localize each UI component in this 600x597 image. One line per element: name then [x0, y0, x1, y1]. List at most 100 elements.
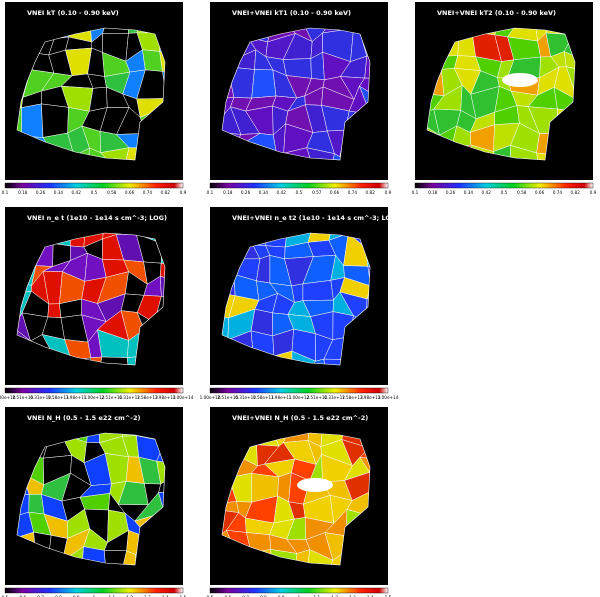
map-cell: [41, 103, 69, 138]
map-outline: [221, 232, 371, 366]
colorbar-tick-label: 1: [298, 595, 301, 597]
map-outline: [16, 432, 166, 566]
map-cell: [330, 153, 354, 160]
map-cell: [553, 66, 575, 101]
colorbar-tick-label: 0.7: [242, 595, 249, 597]
map-cell: [302, 280, 334, 301]
map-outline: [426, 27, 576, 161]
colorbar: [209, 587, 389, 594]
colorbar-tick-label: 0.26: [241, 190, 251, 195]
map-cell: [359, 456, 370, 475]
map-cell: [251, 69, 277, 99]
colorbar-tick-label: 1.4: [367, 595, 374, 597]
map-cell: [305, 549, 334, 565]
map-cell: [510, 145, 541, 160]
colorbar-tick-label: 1.58e+13: [137, 395, 158, 400]
map-cell: [120, 550, 138, 565]
colorbar-tick-label: 1.00e+12: [84, 395, 105, 400]
colorbar-tick-label: 0.9: [278, 595, 285, 597]
colorbar-tick-label: 6.31e+10: [235, 395, 256, 400]
colorbar-tick-label: 1.5: [385, 595, 392, 597]
colorbar-tick-label: 1.00e+14: [173, 395, 194, 400]
colorbar-tick-label: 1.3: [349, 595, 356, 597]
map-outline: [221, 27, 371, 161]
colorbar-tick-label: 0.5: [91, 190, 98, 195]
map-outline: [16, 27, 166, 161]
colorbar-tick-label: 0.82: [366, 190, 376, 195]
panel-title: VNEI kT (0.10 - 0.90 keV): [27, 9, 119, 17]
colorbar-tick-label: 1.00e+12: [289, 395, 310, 400]
colorbar-tick-label: 6.31e+12: [324, 395, 345, 400]
panel: VNEI+VNEI N_H (0.5 - 1.5 e22 cm^-2) 0.5 0.…: [207, 407, 392, 597]
map-cell: [343, 265, 370, 287]
colorbar-tick-label: 0.82: [571, 190, 581, 195]
colorbar-tick-label: 0.82: [161, 190, 171, 195]
map-cell: [564, 32, 575, 61]
colorbar-tick-label: 0.42: [72, 190, 82, 195]
panel-title: VNEI+VNEI n_e t2 (1e10 - 1e14 s cm^-3; L…: [232, 214, 399, 222]
colorbar-tick-label: 2.51e+12: [306, 395, 327, 400]
colorbar-tick-label: 0.7: [37, 595, 44, 597]
map-cell: [156, 460, 165, 485]
map-cell: [21, 103, 44, 138]
colorbar-tick-label: 0.42: [482, 190, 492, 195]
colorbar-tick-label: 1.58e+13: [342, 395, 363, 400]
map-cell: [364, 55, 370, 79]
panel-title: VNEI+VNEI N_H (0.5 - 1.5 e22 cm^-2): [232, 414, 368, 422]
panel: VNEI n_e t (1e10 - 1e14 s cm^-3; LOG) 1.0…: [0, 207, 194, 400]
colorbar-tick-label: 0.6: [224, 595, 231, 597]
colorbar-tick-label: 0.9: [385, 190, 392, 195]
colorbar: [4, 587, 184, 594]
panel-title: VNEI N_H (0.5 - 1.5 e22 cm^-2): [27, 414, 140, 422]
map-cell: [366, 279, 370, 300]
map-cell: [47, 303, 62, 318]
colorbar: [209, 387, 389, 394]
colorbar-tick-label: 0.5: [2, 595, 9, 597]
colorbar-tick-label: 0.1: [207, 190, 214, 195]
colorbar: [414, 182, 594, 189]
colorbar-tick-label: 1.00e+14: [378, 395, 399, 400]
map-outline: [221, 432, 371, 566]
colorbar-tick-label: 2.51e+12: [101, 395, 122, 400]
map-cell: [493, 145, 511, 160]
colorbar-tick-label: 1.00e+10: [200, 395, 221, 400]
colorbar-tick-label: 0.6: [19, 595, 26, 597]
colorbar-tick-label: 0.34: [259, 190, 269, 195]
map-cell: [159, 275, 165, 303]
colorbar-tick-label: 0.34: [54, 190, 64, 195]
colorbar-tick-label: 3.98e+11: [66, 395, 87, 400]
map-cell: [344, 471, 370, 501]
colorbar-tick-label: 0.74: [143, 190, 153, 195]
colorbar-tick-label: 1.1: [108, 595, 115, 597]
colorbar-tick-label: 0.34: [464, 190, 474, 195]
map-cell: [307, 358, 326, 365]
colorbar-tick-label: 6.31e+10: [30, 395, 51, 400]
map-hole: [297, 478, 333, 492]
panel-title: VNEI+VNEI kT2 (0.10 - 0.90 keV): [437, 9, 556, 17]
panel-title: VNEI n_e t (1e10 - 1e14 s cm^-3; LOG): [27, 214, 167, 222]
colorbar-tick-label: 2.51e+10: [217, 395, 238, 400]
colorbar-tick-label: 0.66: [535, 190, 545, 195]
panel: VNEI+VNEI kT2 (0.10 - 0.90 keV) 0.1 0.18 0.…: [412, 2, 597, 195]
colorbar-tick-label: 0.5: [296, 190, 303, 195]
colorbar-tick-label: 0.66: [125, 190, 135, 195]
colorbar-tick-label: 0.26: [446, 190, 456, 195]
colorbar-tick-label: 1.5: [180, 595, 187, 597]
colorbar-tick-label: 0.74: [348, 190, 358, 195]
colorbar-tick-label: 0.9: [590, 190, 597, 195]
colorbar-tick-label: 3.98e+11: [271, 395, 292, 400]
panel: VNEI kT (0.10 - 0.90 keV) 0.1 0.18 0.26 0.34…: [2, 2, 187, 195]
map-cell: [87, 147, 112, 160]
colorbar-tick-label: 0.9: [180, 190, 187, 195]
map-cell: [306, 147, 335, 160]
colorbar-tick-label: 0.5: [207, 595, 214, 597]
colorbar-tick-label: 0.18: [223, 190, 233, 195]
map-hole: [502, 73, 538, 87]
colorbar-tick-label: 0.42: [277, 190, 287, 195]
colorbar-tick-label: 1.58e+11: [253, 395, 274, 400]
colorbar-tick-label: 1.58e+11: [48, 395, 69, 400]
map-cell: [136, 69, 165, 100]
colorbar-tick-label: 1.4: [162, 595, 169, 597]
colorbar-tick-label: 0.5: [501, 190, 508, 195]
